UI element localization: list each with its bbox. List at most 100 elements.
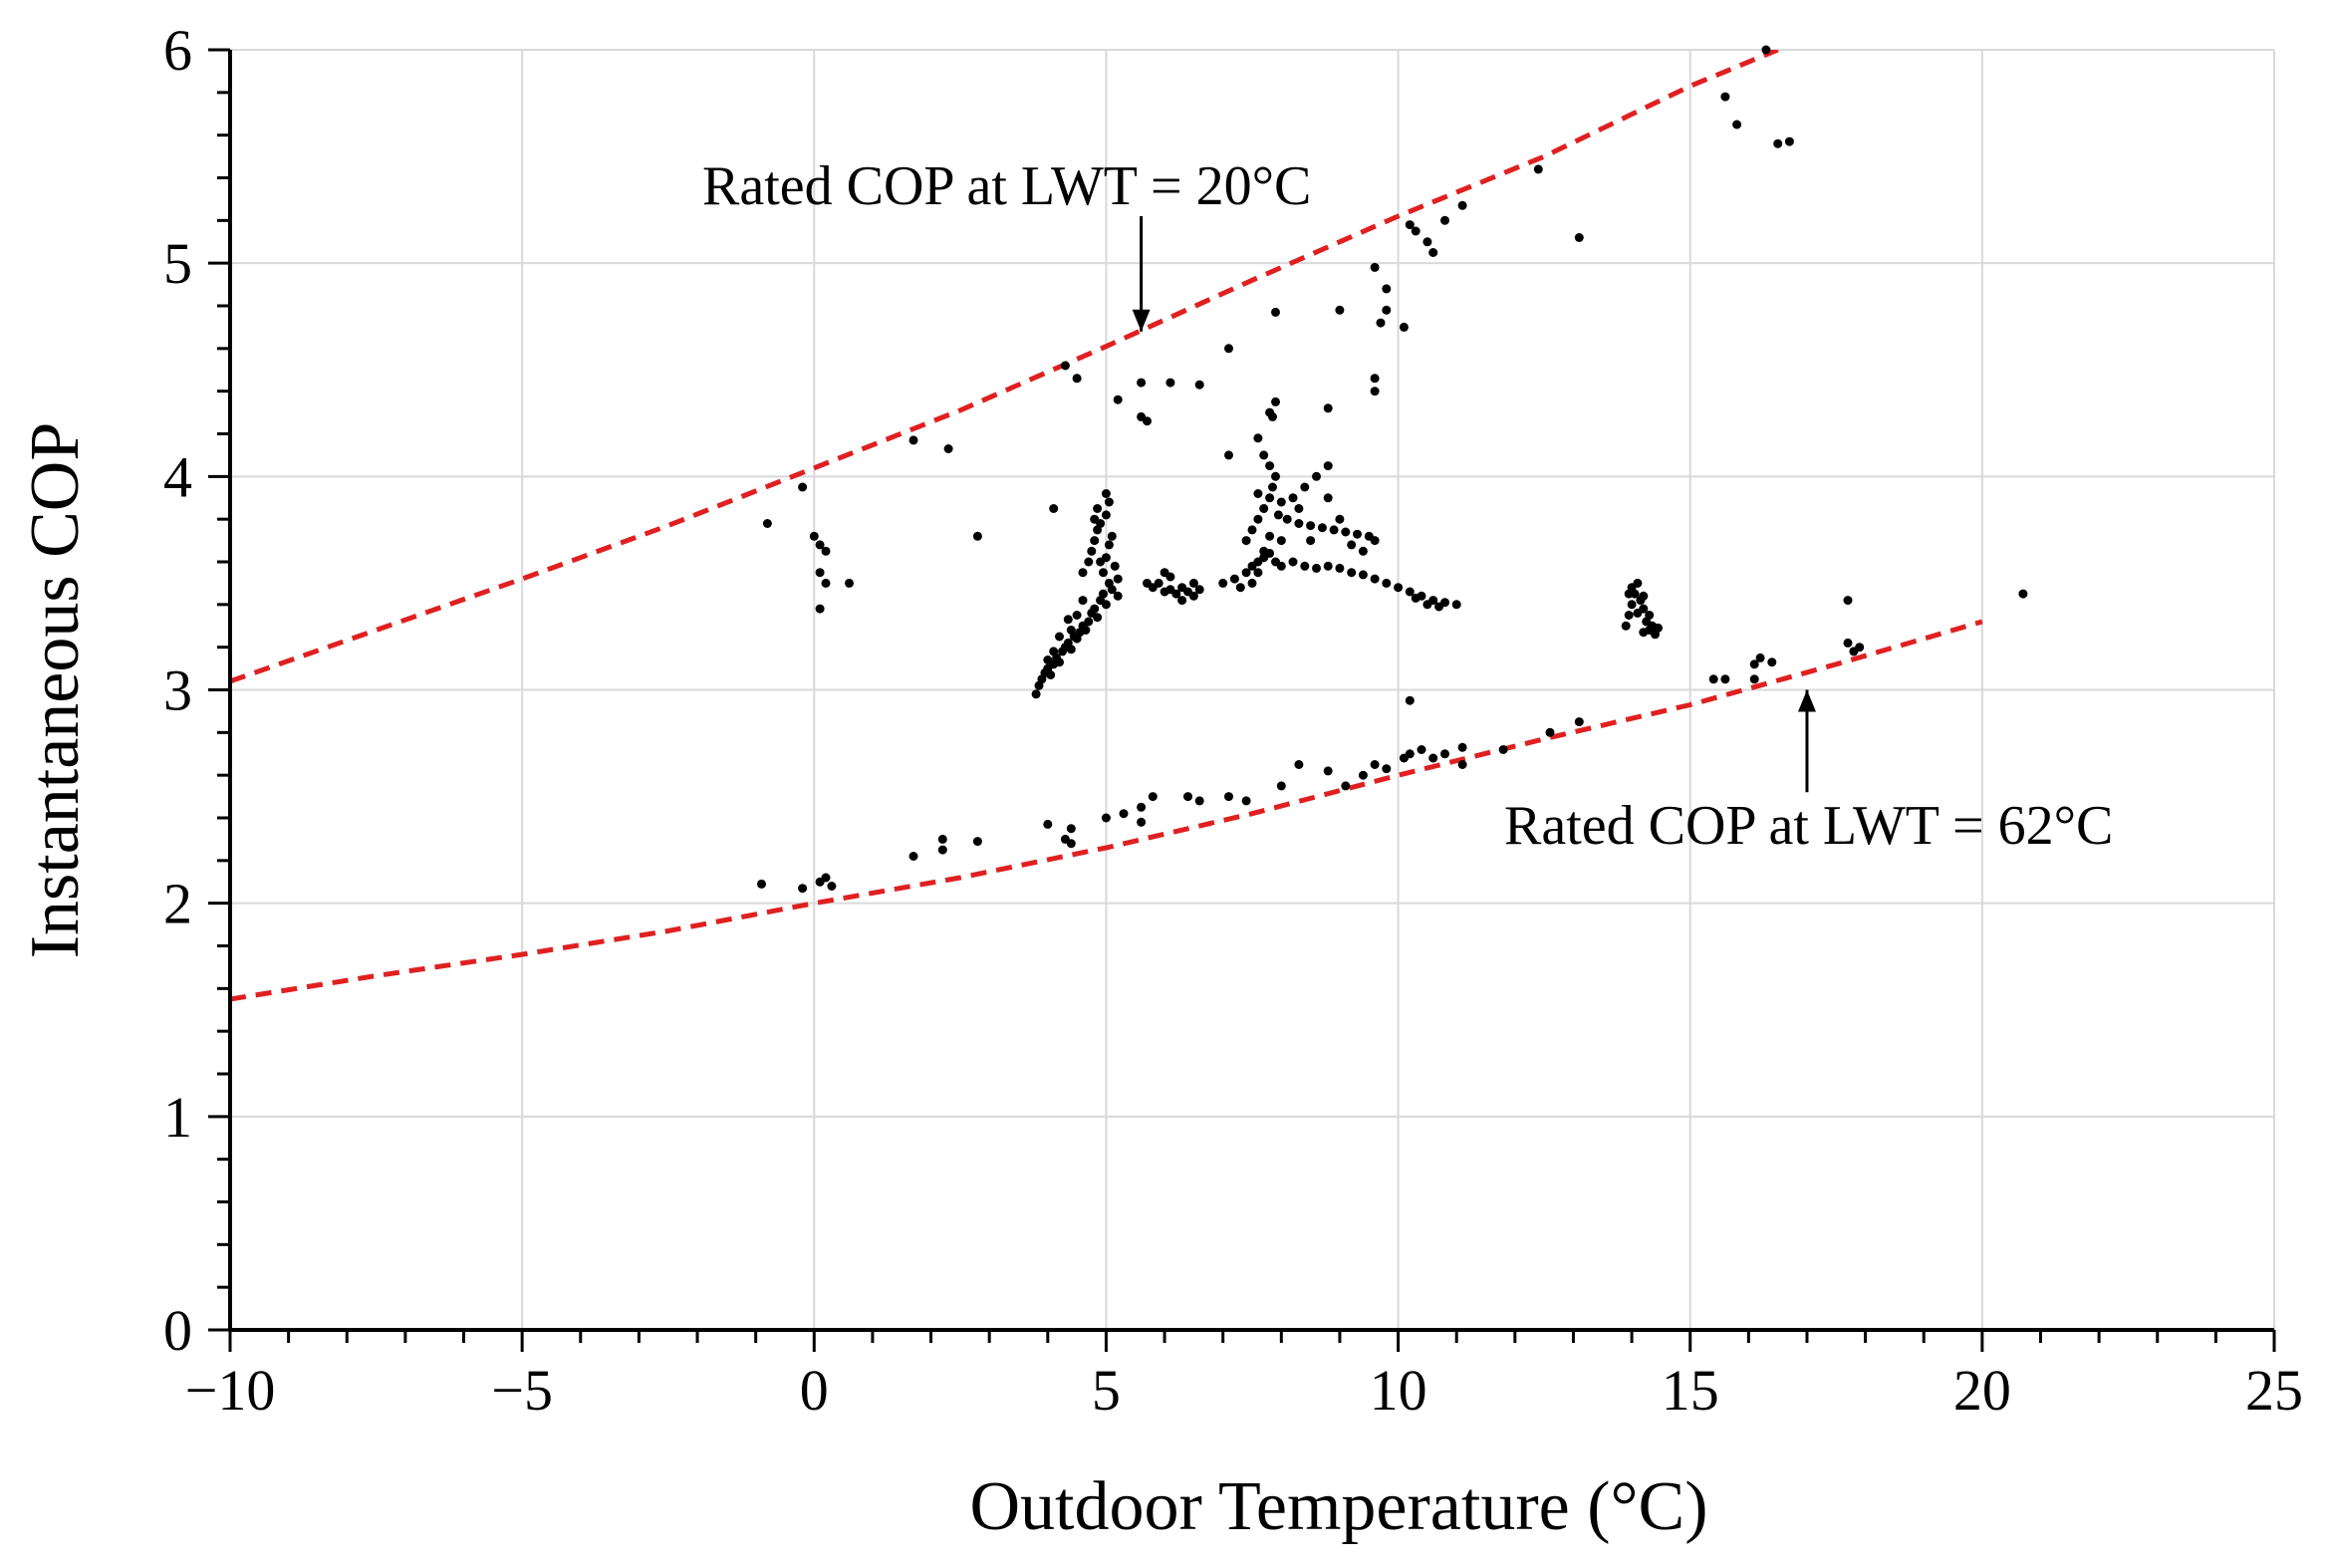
data-point xyxy=(1081,626,1091,635)
data-point xyxy=(1358,570,1368,580)
y-tick-label: 5 xyxy=(163,231,192,296)
data-point xyxy=(1101,813,1111,823)
data-point xyxy=(1341,781,1351,791)
data-point xyxy=(1329,525,1339,535)
data-point xyxy=(1101,600,1111,610)
data-point xyxy=(1154,578,1164,588)
data-point xyxy=(1335,305,1345,315)
x-tick-label: 0 xyxy=(800,1358,829,1423)
data-point xyxy=(1271,307,1280,317)
data-point xyxy=(1639,628,1649,638)
data-point xyxy=(1096,519,1106,528)
data-point xyxy=(1271,471,1280,481)
data-point xyxy=(1451,600,1461,610)
data-point xyxy=(1624,611,1634,620)
data-point xyxy=(1066,645,1076,654)
data-point xyxy=(1063,615,1073,625)
data-point xyxy=(1055,632,1064,642)
data-point xyxy=(1376,318,1386,328)
data-point xyxy=(1241,796,1251,806)
data-point xyxy=(1119,809,1129,819)
data-point xyxy=(1423,600,1432,610)
data-point xyxy=(1574,233,1584,242)
data-point xyxy=(1188,591,1198,601)
data-point xyxy=(1317,523,1327,533)
data-point xyxy=(1411,593,1421,603)
data-point xyxy=(1113,574,1123,584)
data-point xyxy=(1049,647,1059,656)
data-point xyxy=(1043,655,1053,664)
data-point xyxy=(1273,510,1283,520)
data-point xyxy=(1084,557,1094,567)
data-point xyxy=(1253,489,1263,498)
data-point xyxy=(1341,527,1351,537)
data-point xyxy=(1078,596,1088,606)
y-tick-label: 4 xyxy=(163,444,192,509)
data-point xyxy=(1732,120,1742,130)
data-point xyxy=(1498,745,1508,754)
data-point xyxy=(821,546,831,556)
data-point xyxy=(1137,817,1147,827)
data-point xyxy=(1382,305,1392,315)
data-point xyxy=(1323,561,1333,571)
data-point xyxy=(1773,138,1783,148)
data-point xyxy=(1247,525,1257,535)
data-point xyxy=(1253,568,1263,578)
data-point xyxy=(1633,608,1643,618)
data-point xyxy=(1574,717,1584,727)
y-axis-title: Instantaneous COP xyxy=(17,422,94,959)
data-point xyxy=(1720,92,1730,102)
data-point xyxy=(1072,374,1082,384)
annotation-label-lwt62: Rated COP at LWT = 62°C xyxy=(1504,795,2113,857)
data-point xyxy=(1104,540,1114,550)
data-point xyxy=(1090,536,1100,546)
axes xyxy=(208,48,2276,1352)
x-tick-label: 25 xyxy=(2245,1358,2303,1423)
data-point xyxy=(1099,568,1108,578)
data-point xyxy=(809,531,819,541)
data-point xyxy=(1843,638,1853,648)
data-point xyxy=(1148,792,1158,802)
data-point xyxy=(1143,416,1152,426)
data-point xyxy=(1031,689,1041,699)
data-point xyxy=(1370,536,1380,546)
data-point xyxy=(1241,536,1251,546)
rated-cop-line xyxy=(230,619,1983,1002)
data-point xyxy=(1046,670,1056,679)
data-point xyxy=(1276,561,1286,571)
tick-labels: −10 −5 0 5 10 15 20 25 0 1 2 3 4 5 6 xyxy=(163,18,2303,1423)
data-point xyxy=(1423,237,1432,247)
data-point xyxy=(908,435,918,445)
data-point xyxy=(1440,215,1449,225)
data-point xyxy=(1621,621,1631,631)
data-point xyxy=(1294,760,1304,769)
data-point xyxy=(1265,531,1275,541)
annotation-label-lwt20: Rated COP at LWT = 20°C xyxy=(702,155,1311,217)
data-point xyxy=(1755,653,1765,662)
data-point xyxy=(1323,766,1333,776)
data-point xyxy=(1084,617,1094,627)
data-point xyxy=(937,834,947,844)
data-point xyxy=(1090,604,1100,614)
annotation-arrow-lwt20-head xyxy=(1132,309,1151,332)
data-point xyxy=(1072,611,1082,620)
data-point xyxy=(1194,585,1204,595)
rated-cop-curves xyxy=(230,50,1983,1002)
data-point xyxy=(1767,657,1777,667)
annotations: Rated COP at LWT = 20°C Rated COP at LWT … xyxy=(702,155,2113,857)
data-point xyxy=(1457,742,1467,752)
data-point xyxy=(1399,322,1409,332)
data-point xyxy=(1382,764,1392,774)
data-point xyxy=(1405,749,1415,759)
data-point xyxy=(1113,591,1123,601)
data-point xyxy=(1382,284,1392,294)
data-point xyxy=(1624,589,1634,599)
data-point xyxy=(1749,659,1759,669)
data-point xyxy=(798,884,808,894)
y-tick-label: 6 xyxy=(163,18,192,83)
data-point xyxy=(1078,568,1088,578)
y-tick-label: 1 xyxy=(163,1085,192,1150)
y-tick-label: 3 xyxy=(163,658,192,723)
data-point xyxy=(1101,510,1111,520)
